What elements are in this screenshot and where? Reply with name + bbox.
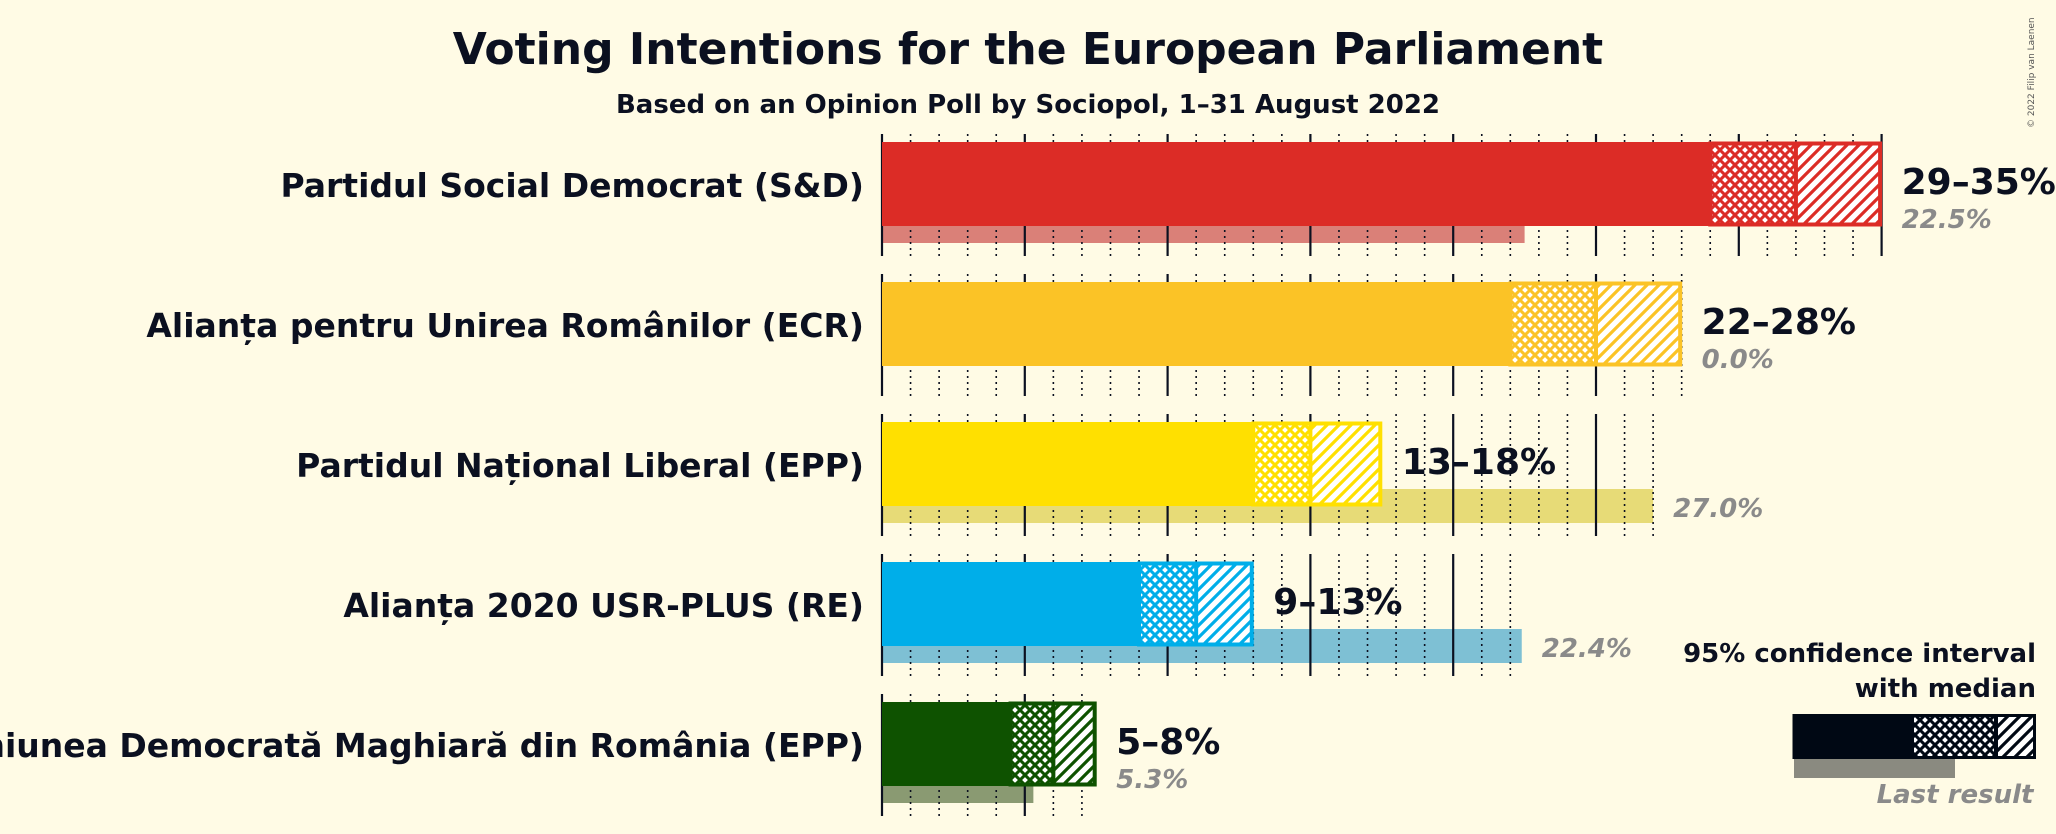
legend-hatch-swatch bbox=[1996, 714, 2036, 759]
last-result-label: 22.5% bbox=[1902, 205, 1992, 235]
last-result-label: 27.0% bbox=[1673, 494, 1763, 524]
range-label: 9–13% bbox=[1273, 582, 1402, 623]
range-label: 5–8% bbox=[1116, 722, 1220, 763]
chart-subtitle: Based on an Opinion Poll by Sociopol, 1–… bbox=[616, 90, 1440, 120]
party-row: Alianța 2020 USR-PLUS (RE) 9–13% 22.4% bbox=[343, 554, 1632, 676]
legend-last-result-swatch bbox=[1794, 758, 1955, 778]
ci-upper-half bbox=[1596, 282, 1682, 366]
ci-solid-bar bbox=[882, 142, 1711, 226]
legend-outline bbox=[1792, 714, 2036, 759]
ci-upper-half bbox=[1053, 702, 1097, 786]
range-label: 22–28% bbox=[1702, 302, 1856, 343]
legend-last-result-label: Last result bbox=[1877, 780, 2035, 810]
ci-upper-half bbox=[1795, 142, 1882, 226]
ci-lower-half bbox=[1510, 282, 1596, 366]
range-label: 13–18% bbox=[1402, 442, 1556, 483]
party-name: Alianța 2020 USR-PLUS (RE) bbox=[343, 586, 864, 625]
ci-solid-bar bbox=[882, 702, 1011, 786]
legend-title-line1: 95% confidence interval bbox=[1683, 639, 2036, 669]
ci-upper-half bbox=[1310, 422, 1382, 506]
party-name: Partidul Social Democrat (S&D) bbox=[280, 166, 864, 205]
party-name: Alianța pentru Unirea Românilor (ECR) bbox=[146, 306, 864, 345]
party-row: Uniunea Democrată Maghiară din România (… bbox=[0, 694, 1220, 816]
party-name: Uniunea Democrată Maghiară din România (… bbox=[0, 726, 864, 765]
last-result-label: 5.3% bbox=[1116, 765, 1188, 795]
party-row: Partidul Național Liberal (EPP) 13–18% 27.… bbox=[296, 414, 1763, 536]
legend: 95% confidence interval with median Last… bbox=[1683, 639, 2036, 810]
range-label: 29–35% bbox=[1902, 162, 2056, 203]
party-name: Partidul Național Liberal (EPP) bbox=[296, 446, 864, 485]
party-row: Alianța pentru Unirea Românilor (ECR) 22–… bbox=[146, 274, 1856, 396]
ci-lower-half bbox=[1139, 562, 1197, 646]
legend-solid-swatch bbox=[1794, 714, 1914, 759]
last-result-label: 0.0% bbox=[1702, 345, 1774, 375]
ci-solid-bar bbox=[882, 422, 1254, 506]
ci-lower-half bbox=[1010, 702, 1054, 786]
ci-lower-half bbox=[1710, 142, 1796, 226]
party-row: Partidul Social Democrat (S&D) 29–35%22.5… bbox=[280, 134, 2056, 256]
legend-cross-swatch bbox=[1914, 714, 1996, 759]
last-result-label: 22.4% bbox=[1542, 634, 1632, 664]
ci-upper-half bbox=[1196, 562, 1254, 646]
copyright-text: © 2022 Filip van Laenen bbox=[2027, 17, 2037, 128]
ci-solid-bar bbox=[882, 562, 1140, 646]
ci-solid-bar bbox=[882, 282, 1511, 366]
legend-title-line2: with median bbox=[1855, 674, 2036, 704]
ci-outline bbox=[1251, 421, 1383, 507]
chart-title: Voting Intentions for the European Parli… bbox=[453, 24, 1603, 75]
ci-lower-half bbox=[1253, 422, 1311, 506]
